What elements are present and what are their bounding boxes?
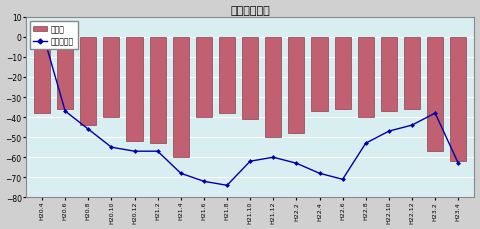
Bar	[34, 38, 50, 114]
Bar	[219, 38, 235, 114]
Bar	[265, 38, 281, 138]
Bar	[335, 38, 351, 109]
Bar	[288, 38, 304, 134]
Bar	[196, 38, 212, 117]
Legend: 前月比, 前年同月比: 前月比, 前年同月比	[30, 22, 78, 50]
Title: 業況判断指数: 業況判断指数	[230, 5, 270, 16]
Bar	[150, 38, 166, 144]
Bar	[312, 38, 328, 112]
Bar	[173, 38, 189, 158]
Bar	[404, 38, 420, 109]
Bar	[242, 38, 258, 120]
Bar	[427, 38, 443, 152]
Bar	[57, 38, 73, 109]
Bar	[126, 38, 143, 142]
Bar	[80, 38, 96, 125]
Bar	[381, 38, 397, 112]
Bar	[450, 38, 467, 161]
Bar	[103, 38, 120, 117]
Bar	[358, 38, 374, 117]
